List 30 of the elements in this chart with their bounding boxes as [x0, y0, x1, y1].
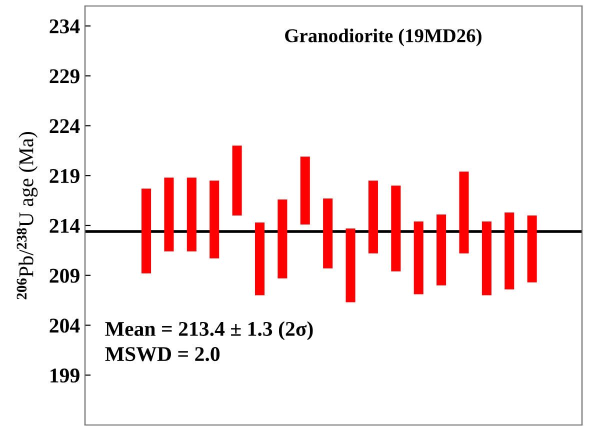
bar — [323, 198, 333, 268]
y-tick-label: 204 — [50, 318, 80, 333]
bar — [368, 180, 378, 254]
bar — [232, 146, 242, 216]
annotation: Mean = 213.4 ± 1.3 (2σ) — [105, 321, 313, 340]
y-tick-label: 209 — [50, 268, 80, 283]
bar — [391, 186, 401, 272]
bar — [254, 222, 265, 296]
bar — [504, 212, 514, 290]
y-tick-label: 224 — [50, 119, 80, 133]
y-tick-label: 229 — [50, 69, 80, 84]
bar — [527, 216, 537, 282]
bar — [164, 178, 174, 252]
annotation: MSWD = 2.0 — [105, 347, 220, 362]
bar — [482, 221, 492, 296]
bar — [186, 178, 196, 252]
y-tick-label: 199 — [50, 368, 80, 383]
bar — [142, 188, 152, 274]
bar — [278, 200, 288, 278]
bar — [414, 221, 424, 294]
y-axis-title: $^{206}$Pb/$^{238}$U age (Ma) — [16, 132, 38, 300]
bar — [346, 228, 356, 302]
y-tick-label: 234 — [50, 19, 80, 34]
bar — [459, 172, 469, 254]
bar — [210, 180, 220, 258]
bar — [300, 156, 310, 224]
bar — [436, 214, 446, 286]
y-tick-label: 214 — [50, 218, 80, 233]
y-tick-label: 219 — [50, 169, 80, 184]
text: Granodiorite (19MD26) — [285, 28, 482, 46]
